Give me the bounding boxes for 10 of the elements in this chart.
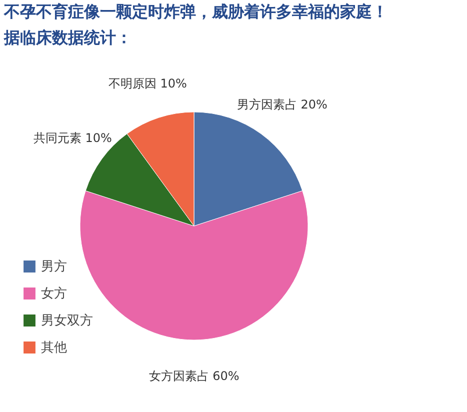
legend-label: 男方: [41, 258, 67, 274]
legend-label: 女方: [41, 286, 67, 302]
legend-label: 男女双方: [41, 312, 93, 328]
data-label: 共同元素 10%: [33, 130, 112, 145]
data-label: 男方因素占 20%: [236, 98, 328, 112]
chart-subtitle: 据临床数据统计：: [3, 28, 132, 47]
data-label: 不明原因 10%: [108, 76, 187, 90]
legend-label: 其他: [41, 340, 67, 356]
chart-title: 不孕不育症像一颗定时炸弹，威胁着许多幸福的家庭！: [3, 2, 388, 21]
data-label: 女方因素占 60%: [148, 369, 240, 383]
